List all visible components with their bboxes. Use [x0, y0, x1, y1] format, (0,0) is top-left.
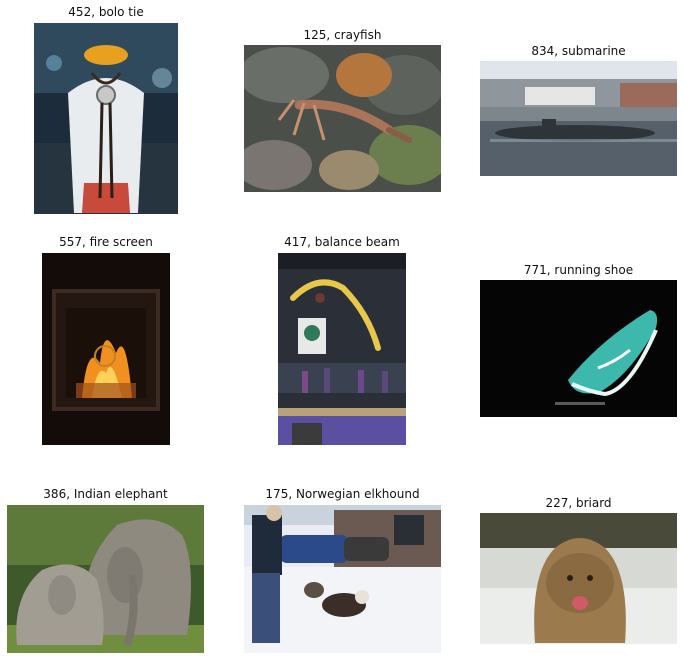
- caption: 227, briard: [545, 496, 612, 510]
- crayfish-photo: [244, 45, 441, 192]
- balance-beam-photo: [278, 253, 406, 445]
- caption: 386, Indian elephant: [43, 487, 168, 501]
- grid-cell-indian-elephant: 386, Indian elephant: [7, 482, 204, 653]
- caption: 175, Norwegian elkhound: [265, 487, 420, 501]
- fire-screen-photo: [42, 253, 170, 445]
- briard-photo: [480, 513, 677, 644]
- grid-cell-norwegian-elkhound: 175, Norwegian elkhound: [244, 482, 441, 653]
- grid-cell-briard: 227, briard: [480, 482, 677, 644]
- bolo-tie-photo: [34, 23, 178, 214]
- running-shoe-photo: [480, 280, 677, 417]
- grid-cell-bolo-tie: 452, bolo tie: [34, 0, 178, 214]
- norwegian-elkhound-photo: [244, 505, 441, 653]
- grid-cell-balance-beam: 417, balance beam: [278, 230, 406, 445]
- caption: 557, fire screen: [59, 235, 153, 249]
- caption: 834, submarine: [531, 44, 626, 58]
- grid-cell-crayfish: 125, crayfish: [244, 0, 441, 192]
- grid-cell-fire-screen: 557, fire screen: [42, 230, 170, 445]
- indian-elephant-photo: [7, 505, 204, 653]
- caption: 417, balance beam: [284, 235, 400, 249]
- caption: 452, bolo tie: [68, 5, 144, 19]
- submarine-photo: [480, 61, 677, 176]
- caption: 771, running shoe: [523, 263, 634, 277]
- grid-cell-running-shoe: 771, running shoe: [480, 230, 677, 417]
- caption: 125, crayfish: [303, 28, 382, 42]
- grid-cell-submarine: 834, submarine: [480, 0, 677, 176]
